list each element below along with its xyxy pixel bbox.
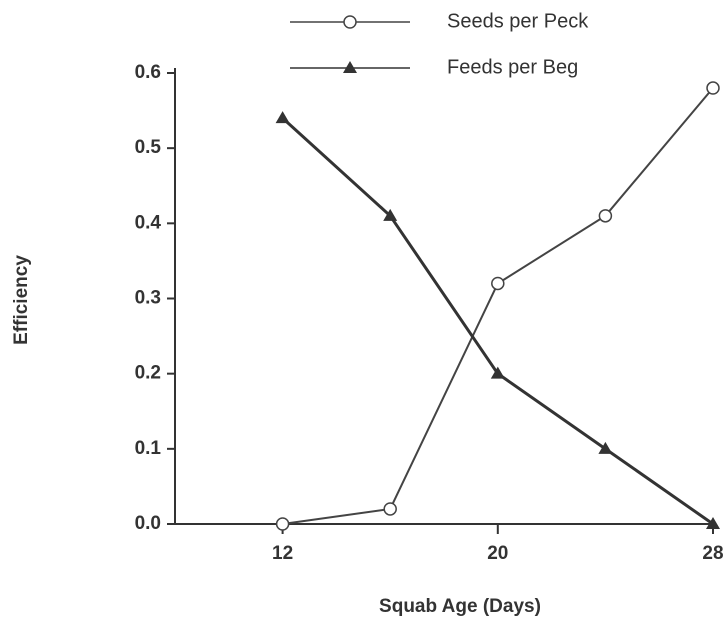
point bbox=[275, 111, 290, 124]
point bbox=[598, 441, 613, 454]
series-line bbox=[281, 116, 714, 526]
x-tick-label: 20 bbox=[487, 543, 508, 564]
point bbox=[490, 366, 505, 379]
legend-marker bbox=[343, 61, 357, 73]
y-axis-label: Efficiency bbox=[11, 255, 32, 345]
point bbox=[491, 276, 505, 291]
point bbox=[706, 81, 720, 95]
series-line bbox=[282, 87, 714, 525]
y-tick-label: 0.0 bbox=[135, 513, 161, 534]
point bbox=[383, 208, 398, 221]
x-tick-label: 12 bbox=[272, 543, 293, 564]
y-tick-label: 0.5 bbox=[135, 137, 162, 158]
y-tick-label: 0.2 bbox=[135, 363, 161, 384]
point bbox=[598, 209, 613, 223]
legend-label: Seeds per Peck bbox=[447, 10, 589, 32]
y-tick-label: 0.4 bbox=[135, 212, 162, 233]
x-tick-label: 28 bbox=[702, 543, 723, 564]
y-tick-label: 0.3 bbox=[135, 288, 161, 309]
point bbox=[706, 517, 720, 529]
y-tick-label: 0.1 bbox=[135, 438, 162, 459]
legend-label: Feeds per Beg bbox=[447, 56, 578, 78]
legend-marker bbox=[343, 15, 357, 29]
y-tick-label: 0.6 bbox=[135, 62, 161, 83]
point bbox=[275, 517, 290, 531]
x-axis-label: Squab Age (Days) bbox=[379, 596, 541, 617]
point bbox=[383, 502, 397, 516]
